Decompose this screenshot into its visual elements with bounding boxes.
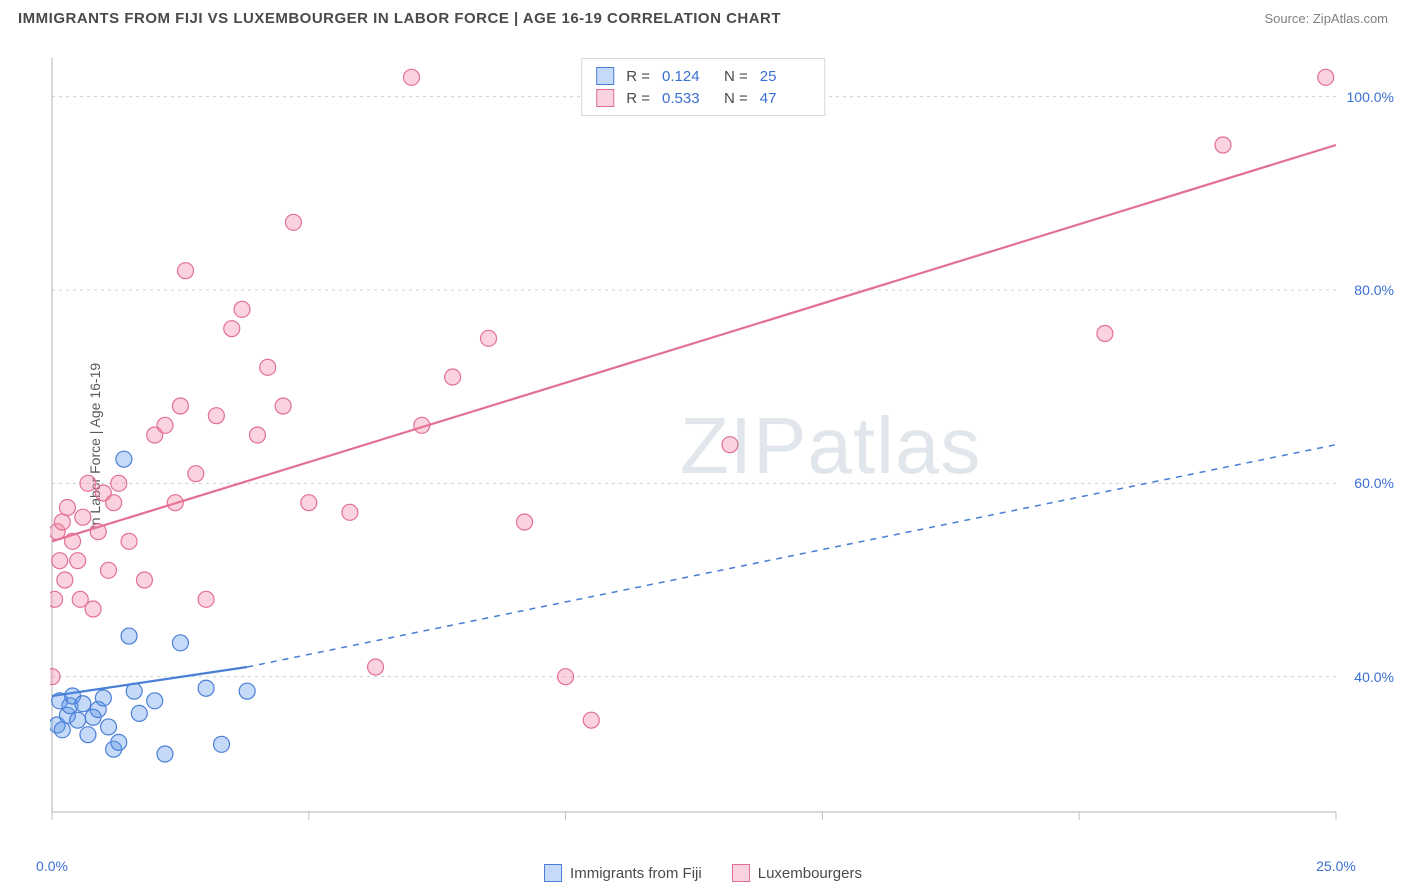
bottom-legend: Immigrants from Fiji Luxembourgers bbox=[544, 864, 862, 882]
stats-row-fiji: R = 0.124 N = 25 bbox=[596, 65, 810, 87]
swatch-lux bbox=[596, 89, 614, 107]
y-tick-label: 80.0% bbox=[1354, 282, 1394, 298]
y-tick-label: 40.0% bbox=[1354, 669, 1394, 685]
n-label: N = bbox=[724, 90, 748, 107]
swatch-lux bbox=[732, 864, 750, 882]
chart-area: ZIPatlas bbox=[50, 50, 1396, 842]
swatch-fiji bbox=[596, 67, 614, 85]
x-tick-label: 25.0% bbox=[1316, 858, 1356, 874]
n-value-lux: 47 bbox=[760, 90, 810, 107]
stats-row-lux: R = 0.533 N = 47 bbox=[596, 87, 810, 109]
legend-label-fiji: Immigrants from Fiji bbox=[570, 865, 702, 882]
chart-source: Source: ZipAtlas.com bbox=[1264, 11, 1388, 26]
stats-legend-box: R = 0.124 N = 25 R = 0.533 N = 47 bbox=[581, 58, 825, 116]
r-label: R = bbox=[626, 90, 650, 107]
r-value-fiji: 0.124 bbox=[662, 68, 712, 85]
legend-item-lux: Luxembourgers bbox=[732, 864, 862, 882]
r-value-lux: 0.533 bbox=[662, 90, 712, 107]
r-label: R = bbox=[626, 68, 650, 85]
n-value-fiji: 25 bbox=[760, 68, 810, 85]
scatter-plot-svg bbox=[50, 50, 1396, 842]
swatch-fiji bbox=[544, 864, 562, 882]
y-tick-label: 60.0% bbox=[1354, 475, 1394, 491]
n-label: N = bbox=[724, 68, 748, 85]
y-tick-label: 100.0% bbox=[1347, 89, 1394, 105]
legend-item-fiji: Immigrants from Fiji bbox=[544, 864, 702, 882]
x-tick-label: 0.0% bbox=[36, 858, 68, 874]
legend-label-lux: Luxembourgers bbox=[758, 865, 862, 882]
chart-title: IMMIGRANTS FROM FIJI VS LUXEMBOURGER IN … bbox=[18, 10, 781, 27]
